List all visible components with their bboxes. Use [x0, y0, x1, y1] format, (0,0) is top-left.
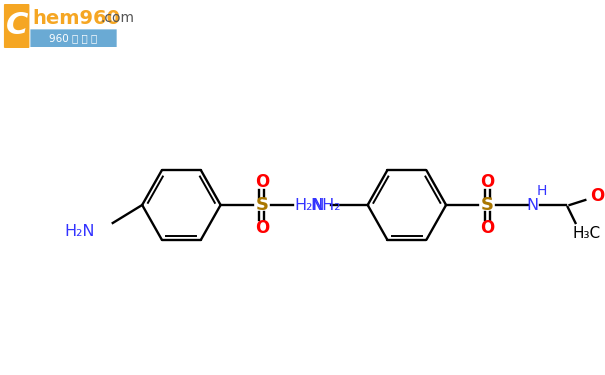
- Text: S: S: [255, 196, 268, 214]
- Text: .com: .com: [100, 12, 134, 26]
- Text: O: O: [255, 173, 269, 191]
- Text: O: O: [590, 187, 604, 205]
- Text: 960 化 工 网: 960 化 工 网: [50, 34, 97, 44]
- FancyBboxPatch shape: [30, 29, 117, 47]
- Text: C: C: [5, 10, 28, 40]
- Text: O: O: [480, 219, 494, 237]
- Text: N: N: [526, 198, 538, 213]
- Text: NH₂: NH₂: [311, 198, 341, 213]
- FancyBboxPatch shape: [4, 4, 30, 48]
- Text: H₂N: H₂N: [64, 224, 94, 238]
- Text: S: S: [481, 196, 494, 214]
- Text: O: O: [255, 219, 269, 237]
- Text: H: H: [537, 184, 548, 198]
- Text: H₃C: H₃C: [572, 225, 601, 240]
- Text: hem960: hem960: [32, 9, 120, 28]
- Text: H₂N: H₂N: [294, 198, 324, 213]
- Text: O: O: [480, 173, 494, 191]
